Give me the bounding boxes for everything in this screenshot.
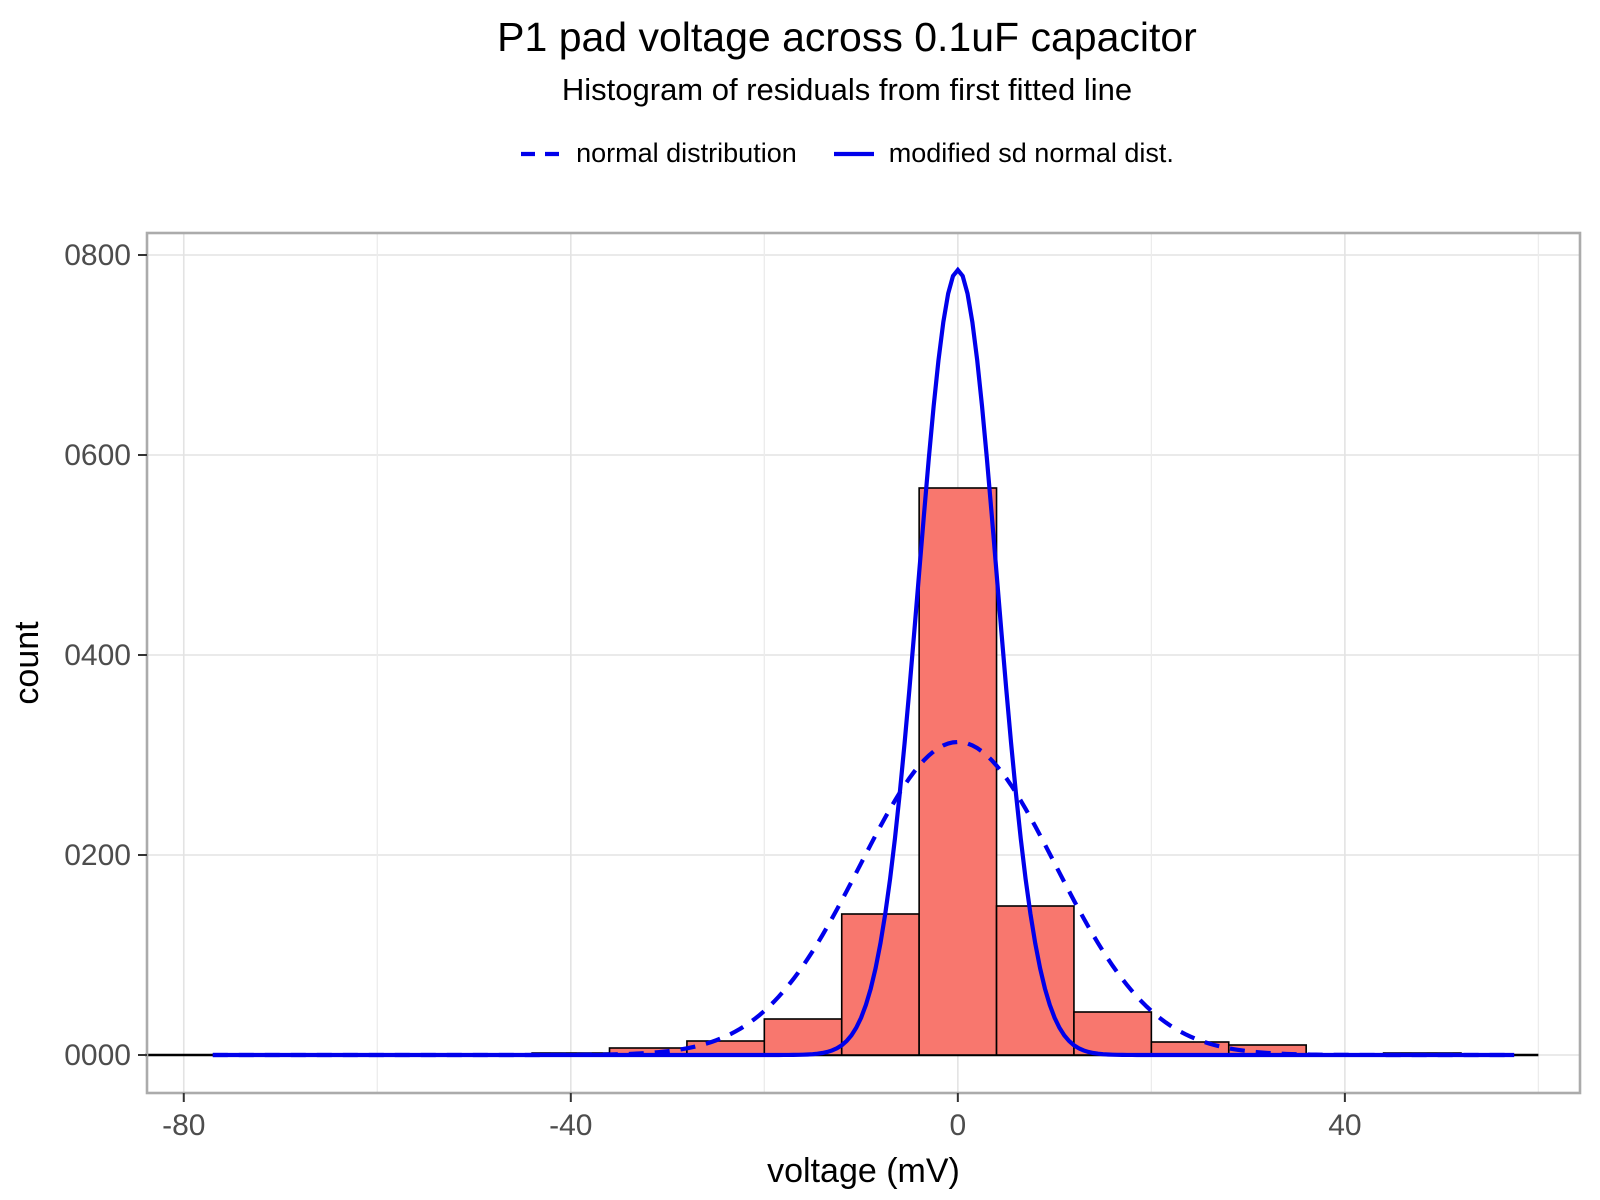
legend: normal distribution modified sd normal di… (0, 138, 1600, 169)
chart-subtitle: Histogram of residuals from first fitted… (561, 72, 1133, 107)
x-tick-label: -40 (549, 1109, 592, 1142)
legend-key-dashed-line-icon (521, 151, 562, 156)
x-axis-title: voltage (mV) (767, 1152, 960, 1190)
legend-label: modified sd normal dist. (888, 138, 1174, 168)
y-tick-label: 0800 (64, 239, 131, 272)
axis-ticks (138, 254, 1346, 1102)
histogram-bar (1073, 1011, 1153, 1056)
tick-labels: -80 -40 0 40 0000 0200 0400 0600 0800 (64, 239, 1361, 1142)
chart-title: P1 pad voltage across 0.1uF capacitor (497, 14, 1197, 60)
y-tick-label: 0200 (64, 839, 131, 872)
legend-label: normal distribution (576, 138, 797, 168)
y-tick-label: 0400 (64, 639, 131, 672)
panel-border (145, 231, 1582, 1095)
x-tick-label: 0 (949, 1109, 966, 1142)
y-tick-label: 0000 (64, 1039, 131, 1072)
legend-key-solid-line-icon (833, 151, 874, 156)
modified-sd-normal-curve (212, 266, 1515, 1058)
x-tick-label: -80 (162, 1109, 205, 1142)
histogram-bar (918, 487, 998, 1056)
plot-data (145, 266, 1539, 1058)
legend-item: normal distribution (520, 138, 797, 169)
legend-item: modified sd normal dist. (833, 138, 1174, 169)
histogram-bar (763, 1018, 843, 1056)
y-axis-title: count (8, 621, 46, 705)
y-tick-label: 0600 (64, 439, 131, 472)
x-tick-label: 40 (1328, 1109, 1361, 1142)
